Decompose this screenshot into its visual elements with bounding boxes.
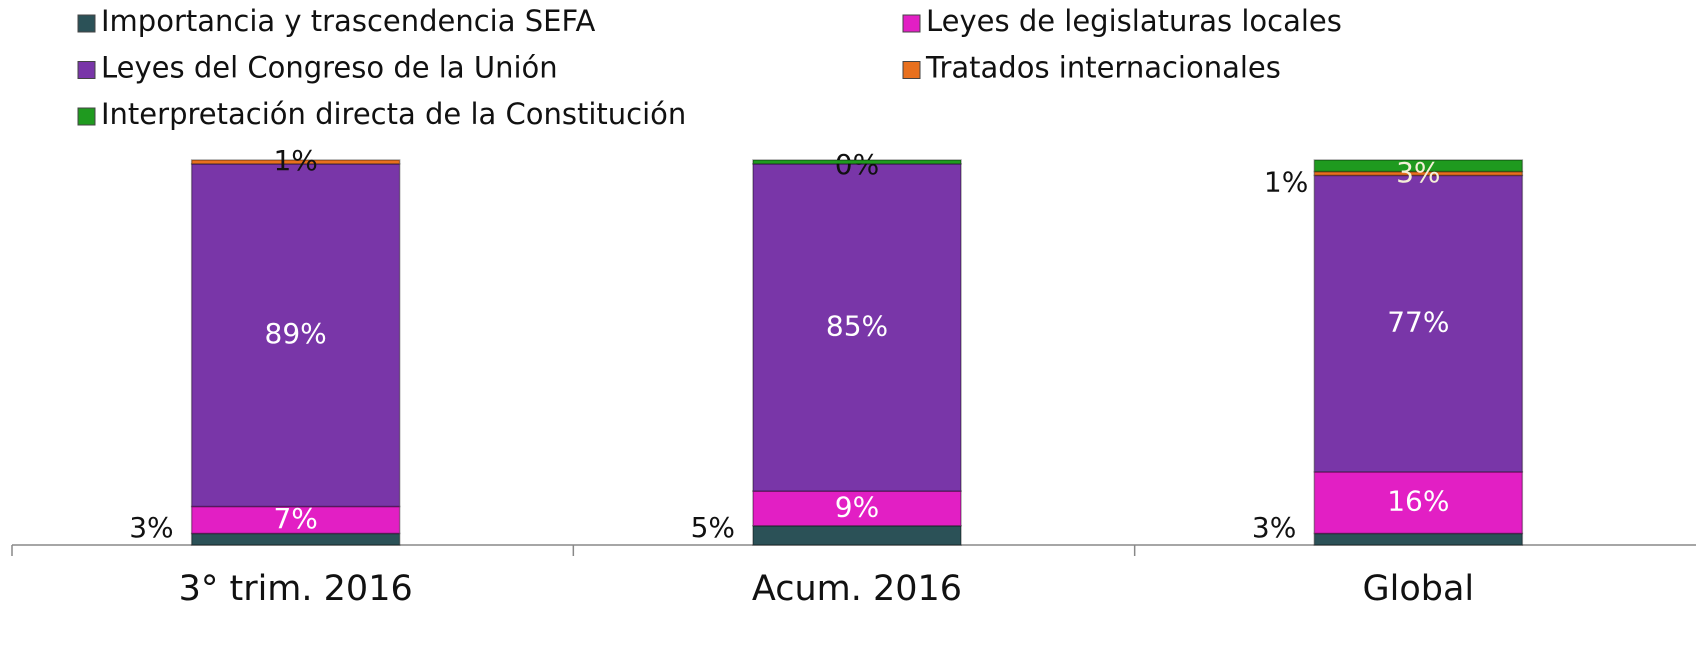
legend-label: Leyes de legislaturas locales	[926, 4, 1342, 38]
data-label: 5%	[691, 511, 735, 544]
legend-label: Leyes del Congreso de la Unión	[101, 51, 558, 85]
data-label: 1%	[1264, 165, 1308, 198]
bar-segment	[190, 532, 401, 546]
data-label: 85%	[826, 309, 888, 342]
data-label: 3%	[1396, 156, 1440, 189]
bar-segment	[752, 525, 962, 546]
bar-segment	[190, 163, 401, 508]
bar-segment	[190, 159, 401, 165]
data-label: 7%	[273, 502, 317, 535]
bar-segment	[1313, 159, 1524, 173]
legend-label: Interpretación directa de la Constitució…	[101, 97, 686, 131]
legend-marker	[902, 61, 921, 79]
bar-segment	[752, 490, 962, 527]
data-label: 1%	[273, 144, 317, 177]
bar-segment	[752, 163, 962, 492]
data-label: 3%	[1252, 511, 1296, 544]
legend-marker	[77, 61, 96, 79]
x-tick-label: 3° trim. 2016	[179, 569, 413, 609]
data-label: 9%	[835, 490, 879, 523]
data-label: 77%	[1387, 306, 1449, 339]
bar-segment	[1313, 471, 1524, 535]
legend-label: Tratados internacionales	[925, 51, 1281, 85]
legend-label: Importancia y trascendencia SEFA	[101, 4, 595, 38]
bar-segment	[752, 159, 962, 165]
x-tick-label: Global	[1363, 569, 1475, 609]
legend-marker	[77, 14, 96, 33]
legend-marker	[902, 14, 921, 33]
data-label: 0%	[835, 148, 879, 181]
data-label: 16%	[1387, 485, 1449, 518]
data-label: 89%	[265, 317, 327, 350]
x-tick-label: Acum. 2016	[752, 569, 962, 609]
data-label: 3%	[129, 511, 173, 544]
bar-segment	[190, 505, 401, 535]
bar-segment	[1313, 174, 1524, 473]
legend-marker	[77, 107, 96, 126]
bar-segment	[1313, 532, 1524, 546]
